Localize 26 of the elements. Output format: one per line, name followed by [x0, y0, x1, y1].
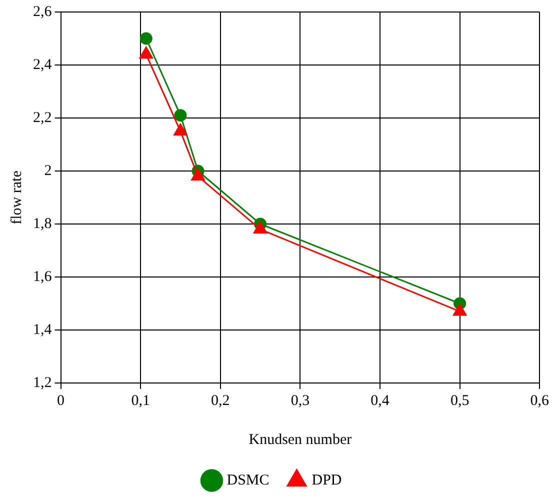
point: [139, 46, 153, 59]
x-axis-title: Knudsen number: [248, 432, 352, 448]
y-tick-label: 2,4: [33, 56, 52, 73]
y-tick-label: 1,6: [33, 268, 52, 285]
point: [174, 124, 188, 136]
x-tick-label: 0,3: [290, 392, 310, 409]
y-tick-label: 1,8: [33, 216, 52, 232]
y-axis-title: flow rate: [8, 170, 25, 224]
x-tick-label: 0,6: [530, 392, 550, 409]
point: [253, 222, 268, 234]
x-tick-label: 0,4: [370, 392, 390, 409]
x-tick-label: 0,1: [131, 392, 150, 409]
x-tick-label: 0,5: [450, 392, 470, 409]
y-tick-label: 1,2: [33, 374, 52, 391]
point: [140, 32, 152, 45]
point: [453, 304, 467, 316]
point: [191, 168, 205, 181]
point: [174, 109, 187, 122]
y-tick-label: 2,2: [33, 110, 52, 126]
x-tick-label: 0,2: [211, 392, 230, 409]
y-tick-label: 1,4: [33, 322, 52, 338]
y-tick-label: 2,6: [33, 4, 52, 20]
x-tick-label: 0: [57, 392, 64, 409]
y-tick-label: 2: [44, 162, 52, 179]
legend-label: DSMC: [226, 472, 270, 488]
legend-label: DPD: [312, 472, 342, 488]
